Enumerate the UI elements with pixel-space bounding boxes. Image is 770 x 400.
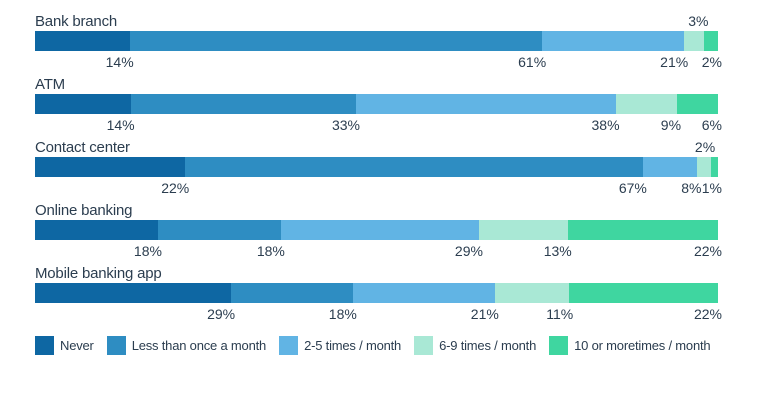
value-labels: 14% 61% 21% 2% [35, 51, 722, 71]
value-labels: 14% 33% 38% 9% 6% [35, 114, 722, 134]
value-label: 18% [133, 243, 162, 259]
bar-segment [280, 220, 479, 240]
legend-swatch-icon [549, 336, 569, 355]
bar-segment [697, 157, 712, 177]
bar-segment [704, 31, 718, 51]
legend-swatch-icon [414, 336, 434, 355]
legend-label: 10 or moretimes / month [574, 338, 711, 353]
chart-rows: Bank branch 3% 14% 61% 21% 2% ATM 14% 33% 38% 9% 6%… [0, 10, 770, 323]
chart-legend: Never Less than once a month 2-5 times / m… [35, 336, 770, 355]
stacked-bar [35, 157, 718, 177]
legend-label: 2-5 times / month [304, 338, 402, 353]
legend-item: 2-5 times / month [279, 336, 401, 355]
chart-row: Mobile banking app 29% 18% 21% 11% 22% [0, 262, 770, 323]
bar-segment [684, 31, 705, 51]
bar-segment [157, 220, 281, 240]
value-label: 22% [161, 180, 190, 196]
legend-item: 10 or moretimes / month [549, 336, 711, 355]
bar-segment [35, 220, 158, 240]
bar-segment [35, 157, 186, 177]
value-labels: 29% 18% 21% 11% 22% [35, 303, 722, 323]
value-label: 6% [701, 117, 722, 133]
row-header: Online banking [35, 199, 718, 220]
category-label: Contact center [35, 139, 130, 156]
value-label: 61% [518, 54, 547, 70]
value-labels: 18% 18% 29% 13% 22% [35, 240, 722, 260]
value-label: 2% [694, 139, 716, 155]
chart-row: ATM 14% 33% 38% 9% 6% [0, 73, 770, 134]
legend-item: 6-9 times / month [414, 336, 536, 355]
bar-segment [185, 157, 643, 177]
bar-segment [569, 283, 718, 303]
value-label: 21% [470, 306, 499, 322]
bar-segment [615, 94, 677, 114]
value-label: 1% [701, 180, 722, 196]
stacked-bar [35, 220, 718, 240]
stacked-bar [35, 283, 718, 303]
value-label: 21% [660, 54, 689, 70]
bar-segment [478, 220, 568, 240]
row-header: ATM [35, 73, 718, 94]
value-label: 14% [105, 54, 134, 70]
value-label: 29% [454, 243, 483, 259]
chart-row: Contact center 2% 22% 67% 8% 1% [0, 136, 770, 197]
legend-swatch-icon [106, 336, 126, 355]
value-label: 22% [693, 306, 722, 322]
legend-item: Less than once a month [106, 336, 267, 355]
row-header: Contact center 2% [35, 136, 718, 157]
bar-segment [129, 31, 543, 51]
bar-segment [35, 31, 130, 51]
value-label: 8% [681, 180, 702, 196]
value-label: 14% [106, 117, 135, 133]
chart-row: Online banking 18% 18% 29% 13% 22% [0, 199, 770, 260]
value-label: 3% [688, 13, 709, 29]
chart-row: Bank branch 3% 14% 61% 21% 2% [0, 10, 770, 71]
bar-segment [352, 283, 495, 303]
stacked-bar [35, 94, 718, 114]
bar-segment [35, 283, 232, 303]
bar-segment [711, 157, 718, 177]
value-label: 38% [591, 117, 620, 133]
legend-swatch-icon [35, 336, 54, 355]
bar-segment [494, 283, 570, 303]
value-label: 9% [660, 117, 682, 133]
row-header: Bank branch 3% [35, 10, 718, 31]
bar-segment [231, 283, 353, 303]
bar-segment [355, 94, 616, 114]
value-label: 13% [543, 243, 572, 259]
value-label: 22% [693, 243, 722, 259]
value-label: 33% [331, 117, 360, 133]
value-label: 67% [618, 180, 647, 196]
bar-segment [676, 94, 718, 114]
bar-segment [642, 157, 698, 177]
bar-segment [130, 94, 356, 114]
legend-item: Never [35, 336, 94, 355]
stacked-bar [35, 31, 718, 51]
value-label: 11% [546, 306, 574, 322]
category-label: ATM [35, 76, 65, 93]
row-header: Mobile banking app [35, 262, 718, 283]
value-labels: 22% 67% 8% 1% [35, 177, 722, 197]
value-label: 18% [328, 306, 357, 322]
value-label: 2% [701, 54, 722, 70]
category-label: Bank branch [35, 13, 118, 30]
usage-frequency-chart: Bank branch 3% 14% 61% 21% 2% ATM 14% 33% 38% 9% 6%… [0, 10, 770, 355]
category-label: Mobile banking app [35, 265, 162, 282]
legend-label: Less than once a month [131, 338, 267, 353]
bar-segment [542, 31, 685, 51]
legend-label: 6-9 times / month [439, 338, 537, 353]
value-label: 18% [256, 243, 285, 259]
legend-label: Never [60, 338, 94, 353]
bar-segment [567, 220, 718, 240]
category-label: Online banking [35, 202, 133, 219]
legend-swatch-icon [279, 336, 299, 355]
bar-segment [35, 94, 131, 114]
value-label: 29% [207, 306, 236, 322]
